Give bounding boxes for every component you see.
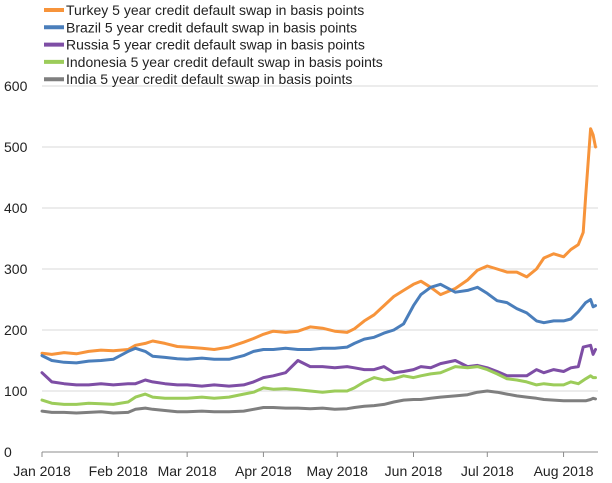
y-tick-label: 300 xyxy=(4,261,28,277)
x-tick-label: May 2018 xyxy=(306,463,368,479)
x-tick-label: Mar 2018 xyxy=(158,463,217,479)
series-line-india xyxy=(40,389,597,415)
gridlines xyxy=(42,85,598,392)
legend: Turkey 5 year credit default swap in bas… xyxy=(44,2,383,87)
x-tick-label: Feb 2018 xyxy=(89,463,148,479)
legend-label-indonesia: Indonesia 5 year credit default swap in … xyxy=(66,54,383,70)
series-lines xyxy=(40,127,597,415)
legend-label-russia: Russia 5 year credit default swap in bas… xyxy=(66,37,365,53)
y-tick-label: 400 xyxy=(4,200,28,216)
x-tick-label: Apr 2018 xyxy=(235,463,292,479)
x-tick-label: Aug 2018 xyxy=(534,463,594,479)
series-line-brazil xyxy=(40,282,597,365)
y-tick-label: 200 xyxy=(4,322,28,338)
y-tick-label: 0 xyxy=(4,444,12,460)
x-tick-label: Jul 2018 xyxy=(461,463,514,479)
y-tick-label: 600 xyxy=(4,78,28,94)
x-tick-label: Jan 2018 xyxy=(13,463,71,479)
series-line-indonesia xyxy=(40,365,597,406)
y-tick-label: 100 xyxy=(4,383,28,399)
legend-label-turkey: Turkey 5 year credit default swap in bas… xyxy=(66,2,364,18)
series-line-turkey xyxy=(40,127,597,356)
y-tick-label: 500 xyxy=(4,139,28,155)
x-tick-label: Jun 2018 xyxy=(385,463,443,479)
series-line-russia xyxy=(40,343,597,388)
axes: 0 100 200 300 400 500 600 Jan 2018 Feb 2018 Mar 2… xyxy=(4,78,598,479)
legend-label-brazil: Brazil 5 year credit default swap in bas… xyxy=(66,19,357,35)
legend-label-india: India 5 year credit default swap in basi… xyxy=(66,71,352,87)
